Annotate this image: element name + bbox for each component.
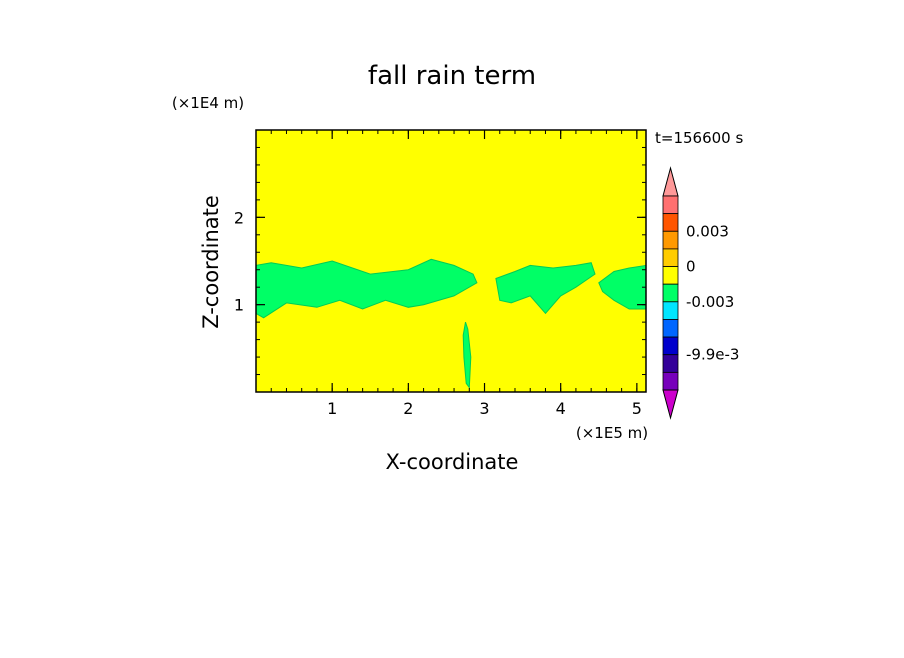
colorbar-segment (662, 319, 679, 338)
x-tick-label: 2 (403, 399, 413, 418)
colorbar-segment (662, 354, 679, 373)
colorbar-segment (662, 266, 679, 285)
field-region (255, 258, 478, 319)
y-unit-label: (×1E4 m) (172, 94, 244, 112)
colorbar-label: 0 (686, 258, 696, 276)
x-ticks: 1 2 3 4 5 (270, 130, 642, 418)
field-region (462, 321, 472, 390)
field-region (495, 262, 596, 315)
x-axis-label: X-coordinate (386, 450, 519, 474)
colorbar-label: 0.003 (686, 222, 729, 240)
x-tick-label: 3 (479, 399, 489, 418)
colorbar-segment (662, 230, 679, 250)
plot-area (255, 129, 647, 393)
colorbar-segment (662, 336, 679, 356)
colorbar-segment (662, 248, 679, 267)
plot-background (256, 130, 646, 392)
y-tick-label: 2 (234, 208, 244, 227)
y-axis-label: Z-coordinate (199, 195, 223, 329)
colorbar-segment (662, 301, 679, 320)
colorbar-extend-bottom (662, 389, 679, 420)
colorbar-extend-top (662, 166, 679, 197)
y-tick-label: 1 (234, 296, 244, 315)
colorbar-segment (662, 283, 679, 303)
colorbar-segment (662, 213, 679, 232)
x-unit-label: (×1E5 m) (576, 424, 648, 442)
x-tick-label: 4 (556, 399, 566, 418)
chart-title: fall rain term (368, 61, 536, 91)
colorbar-label: -0.003 (686, 293, 734, 311)
colorbar: 0.003 0 -0.003 -9.9e-3 (662, 166, 739, 420)
x-tick-label: 5 (632, 399, 642, 418)
plot-frame (255, 129, 647, 393)
colorbar-segment (662, 195, 679, 215)
colorbar-label: -9.9e-3 (686, 346, 739, 364)
y-ticks: 12 (234, 146, 646, 376)
colorbar-segment (662, 371, 679, 391)
time-label: t=156600 s (655, 129, 743, 147)
x-tick-label: 1 (327, 399, 337, 418)
